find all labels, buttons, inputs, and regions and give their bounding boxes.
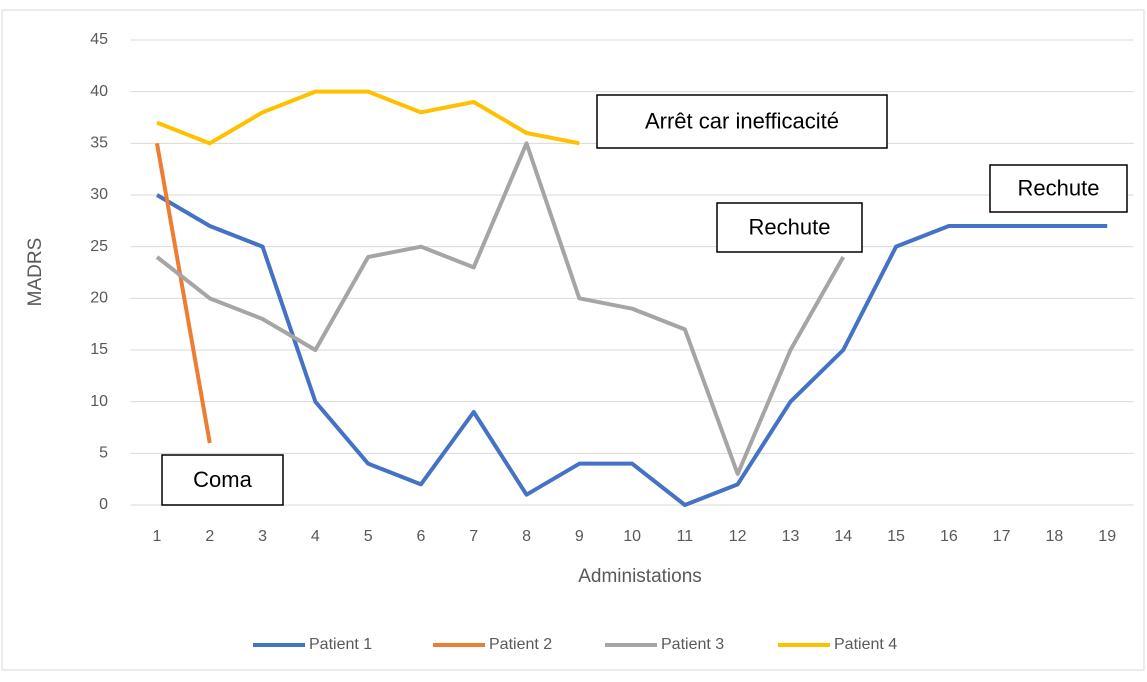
x-tick-label: 4: [311, 528, 320, 545]
x-tick-label: 2: [205, 528, 214, 545]
annotation-box: [989, 164, 1128, 213]
x-tick-label: 17: [993, 528, 1011, 545]
x-tick-label: 7: [469, 528, 478, 545]
y-tick-label: 45: [90, 31, 108, 48]
x-tick-label: 13: [782, 528, 800, 545]
y-tick-label: 30: [90, 186, 108, 203]
annotation: Coma: [193, 467, 252, 492]
y-axis-label: MADRS: [25, 238, 46, 307]
legend-label: Patient 4: [834, 636, 897, 653]
x-tick-label: 12: [729, 528, 747, 545]
y-tick-label: 25: [90, 238, 108, 255]
line-series: [156, 89, 580, 146]
annotation: Rechute: [1018, 175, 1100, 200]
annotation: Arrêt car inefficacité: [645, 108, 839, 133]
x-tick-label: 18: [1046, 528, 1064, 545]
annotation-box: [716, 202, 863, 253]
y-tick-label: 0: [99, 496, 108, 513]
line-series: [155, 142, 212, 444]
annotation-box: [596, 94, 888, 149]
annotation-box: [161, 454, 284, 506]
x-tick-label: 14: [834, 528, 852, 545]
y-tick-label: 10: [90, 393, 108, 410]
x-tick-label: 6: [416, 528, 425, 545]
y-tick-label: 40: [90, 83, 108, 100]
x-tick-label: 11: [677, 528, 694, 545]
x-tick-label: 9: [575, 528, 584, 545]
x-tick-label: 15: [887, 528, 905, 545]
x-tick-label: 5: [364, 528, 373, 545]
x-tick-label: 16: [940, 528, 958, 545]
legend-label: Patient 3: [661, 636, 724, 653]
line-series: [155, 141, 845, 476]
y-tick-label: 5: [99, 445, 108, 462]
x-axis-label: Administations: [578, 566, 702, 587]
x-tick-label: 10: [623, 528, 641, 545]
line-series: [155, 193, 1108, 507]
annotation: Rechute: [749, 214, 831, 239]
y-tick-label: 15: [90, 341, 108, 358]
x-tick-label: 19: [1098, 528, 1116, 545]
y-tick-label: 35: [90, 135, 108, 152]
y-tick-label: 20: [90, 290, 108, 307]
x-tick-label: 8: [522, 528, 531, 545]
chart-border: [1, 9, 1145, 671]
x-tick-label: 3: [258, 528, 267, 545]
legend-label: Patient 2: [489, 636, 552, 653]
x-tick-label: 1: [153, 528, 162, 545]
legend-label: Patient 1: [309, 636, 372, 653]
